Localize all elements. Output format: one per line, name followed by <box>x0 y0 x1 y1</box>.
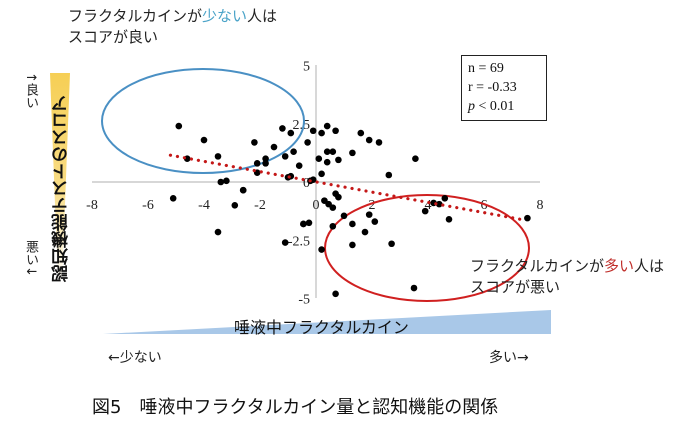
x-high-label: 多い→ <box>489 350 529 366</box>
data-point <box>323 148 331 156</box>
data-point <box>295 162 303 169</box>
data-point <box>281 239 289 246</box>
data-point <box>357 129 365 137</box>
data-point <box>315 155 323 162</box>
data-point <box>175 122 183 130</box>
y-tick-label: -5 <box>298 293 310 308</box>
y-good-label: ↑良い <box>23 72 38 109</box>
data-point <box>253 160 261 167</box>
x-tick-label: -4 <box>198 198 210 213</box>
annotation-good: フラクタルカインが少ない人は スコアが良い <box>68 6 277 48</box>
x-tick-label: 4 <box>425 198 432 213</box>
data-point <box>318 129 325 137</box>
annotation-bad-pre: フラクタルカインが <box>470 257 604 275</box>
data-point <box>214 228 222 236</box>
x-band-label: 唾液中フラクタルカイン <box>234 318 409 337</box>
data-point <box>388 240 395 248</box>
annotation-good-pre: フラクタルカインが <box>68 7 202 25</box>
x-tick-labels: -8 -6 -4 -2 0 2 4 6 8 <box>86 198 543 213</box>
data-point <box>349 149 356 157</box>
data-point <box>279 125 286 132</box>
annotation-bad-line2: スコアが悪い <box>470 278 561 296</box>
stats-p: p < 0.01 <box>468 99 515 114</box>
annotation-good-emphasis: 少ない <box>201 7 247 25</box>
y-tick-label: 0 <box>303 176 310 191</box>
data-point <box>335 156 342 164</box>
x-tick-label: -6 <box>142 198 154 213</box>
data-point <box>300 220 307 228</box>
data-point <box>349 241 356 249</box>
data-point <box>287 129 295 137</box>
data-point <box>365 211 373 218</box>
data-point <box>270 143 278 151</box>
data-point <box>251 139 258 146</box>
annotation-good-line2: スコアが良い <box>68 28 159 46</box>
data-point <box>421 207 429 215</box>
y-tick-labels: -5 -2.5 0 2.5 5 <box>288 60 310 308</box>
data-point <box>349 220 356 228</box>
data-point <box>214 153 222 160</box>
data-point <box>304 139 311 146</box>
data-point <box>290 148 297 156</box>
x-tick-label: 6 <box>481 198 488 213</box>
x-tick-label: -8 <box>86 198 98 213</box>
data-point <box>332 127 339 135</box>
data-point <box>262 155 269 162</box>
data-point <box>318 246 325 253</box>
stats-r: r = -0.33 <box>468 80 517 95</box>
data-point <box>281 153 289 160</box>
data-points <box>169 122 531 298</box>
data-point <box>524 214 531 222</box>
data-point <box>385 171 393 179</box>
x-low-label: ←少ない <box>108 350 162 366</box>
data-point <box>305 219 313 227</box>
data-point <box>239 186 247 194</box>
x-tick-label: -2 <box>254 198 266 213</box>
data-point <box>375 139 383 146</box>
x-tick-label: 8 <box>537 198 544 213</box>
data-point <box>332 290 339 298</box>
data-point <box>371 218 379 225</box>
data-point <box>441 195 449 202</box>
y-tick-label: 5 <box>303 60 310 75</box>
data-point <box>329 204 337 211</box>
stats-n: n = 69 <box>468 61 504 76</box>
data-point <box>217 178 225 186</box>
stats-box: n = 69 r = -0.33 p < 0.01 <box>461 55 547 121</box>
data-point <box>361 228 369 236</box>
data-point <box>410 284 418 292</box>
good-group-ellipse <box>101 68 305 174</box>
data-point <box>323 158 331 166</box>
data-point <box>262 160 269 167</box>
x-tick-label: 0 <box>313 198 320 213</box>
annotation-bad-emphasis: 多い <box>603 257 634 275</box>
data-point <box>223 177 230 185</box>
data-point <box>329 222 337 230</box>
data-point <box>412 155 419 162</box>
bad-group-ellipse <box>324 194 530 302</box>
data-point <box>435 200 443 208</box>
data-point <box>329 148 337 156</box>
data-point <box>365 136 373 144</box>
data-point <box>169 195 177 202</box>
annotation-good-post: 人は <box>246 7 277 25</box>
x-tick-label: 2 <box>369 198 376 213</box>
y-bad-label: 悪い↓ <box>23 240 38 277</box>
data-point <box>318 170 325 178</box>
data-point <box>323 122 331 130</box>
data-point <box>309 127 317 135</box>
data-point <box>231 202 239 209</box>
data-point <box>335 193 342 201</box>
data-point <box>445 215 453 223</box>
annotation-bad: フラクタルカインが多い人は スコアが悪い <box>470 256 664 298</box>
y-tick-label: 2.5 <box>293 118 311 133</box>
y-tick-label: -2.5 <box>288 234 310 249</box>
trendline <box>168 153 523 221</box>
data-point <box>340 212 348 220</box>
annotation-bad-post: 人は <box>633 257 664 275</box>
figure-caption: 図5 唾液中フラクタルカイン量と認知機能の関係 <box>92 397 499 418</box>
data-point <box>200 136 208 144</box>
